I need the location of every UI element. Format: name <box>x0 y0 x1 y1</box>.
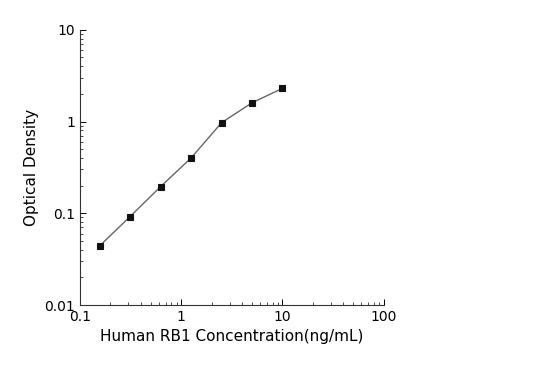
Y-axis label: Optical Density: Optical Density <box>24 109 39 226</box>
X-axis label: Human RB1 Concentration(ng/mL): Human RB1 Concentration(ng/mL) <box>100 330 364 344</box>
